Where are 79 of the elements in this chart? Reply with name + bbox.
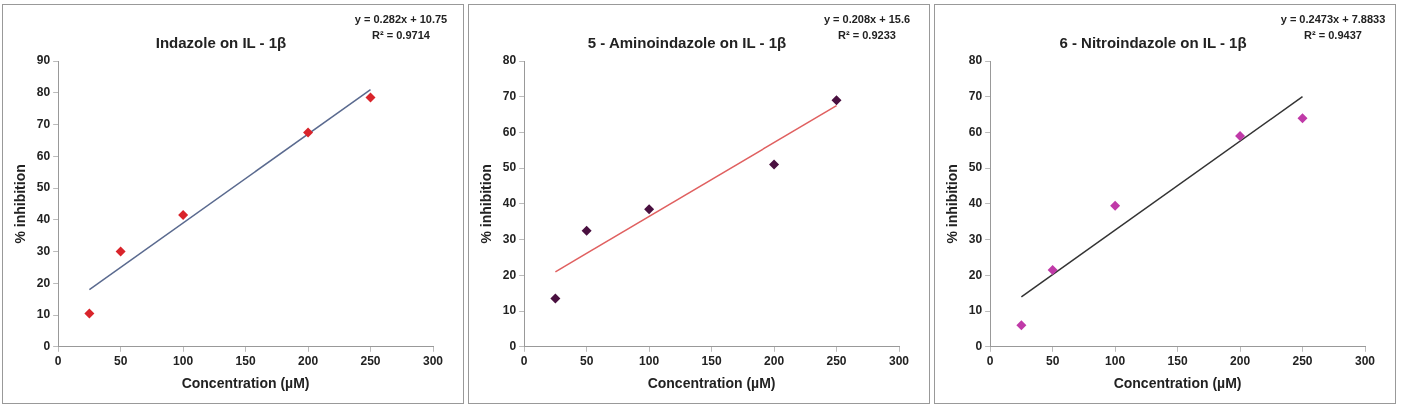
y-tick-label: 0 (975, 339, 983, 354)
x-tick-label: 300 (422, 354, 444, 369)
x-tick-label: 50 (579, 354, 594, 369)
x-tick-label: 200 (298, 354, 319, 369)
x-tick-label: 250 (1292, 354, 1313, 369)
point (1110, 200, 1121, 211)
text: R² = 0.9714 (372, 29, 431, 41)
point (1235, 131, 1246, 142)
y-tick-label: 40 (968, 196, 983, 211)
y-axis-title: % inhibition (478, 164, 495, 244)
y-tick-label: 40 (502, 196, 517, 211)
x-tick-label: 150 (235, 354, 256, 369)
y-tick-label: 70 (968, 89, 983, 104)
point (115, 246, 126, 257)
x-tick-label: 50 (1045, 354, 1060, 369)
y-tick-label: 20 (36, 275, 51, 290)
point (581, 225, 592, 236)
chart-title: 6 - Nitroindazole on IL - 1β (1059, 34, 1247, 52)
y-tick-label: 10 (36, 307, 51, 322)
y-tick-label: 0 (43, 339, 51, 354)
x-tick-label: 200 (764, 354, 785, 369)
point (178, 210, 189, 221)
y-axis-title: % inhibition (944, 164, 961, 244)
point (1297, 113, 1308, 124)
point (1016, 320, 1027, 331)
point (1047, 264, 1058, 275)
y-tick-label: 40 (36, 212, 51, 227)
y-tick-label: 10 (968, 303, 983, 318)
y-tick-label: 90 (36, 53, 51, 68)
y-tick-label: 60 (968, 124, 983, 139)
y-tick-label: 50 (36, 180, 51, 195)
y-tick-label: 0 (509, 339, 517, 354)
x-tick-label: 300 (1354, 354, 1376, 369)
y-tick-label: 30 (968, 231, 983, 246)
y-tick-label: 50 (502, 160, 517, 175)
y-axis-title: % inhibition (12, 164, 29, 244)
point (365, 92, 376, 103)
x-tick-label: 100 (1105, 354, 1126, 369)
y-tick-label: 70 (36, 116, 51, 131)
y-tick-label: 70 (502, 89, 517, 104)
y-tick-label: 60 (36, 148, 51, 163)
text: y = 0.208x + 15.6 (823, 13, 911, 25)
x-tick-label: 150 (701, 354, 722, 369)
x-axis-title: Concentration (µM) (647, 375, 776, 392)
x-tick-label: 0 (54, 354, 62, 369)
chart-title: 5 - Aminoindazole on IL - 1β (587, 34, 787, 52)
x-axis-title: Concentration (µM) (181, 375, 310, 392)
text: y = 0.282x + 10.75 (354, 13, 448, 25)
point (550, 293, 561, 304)
y-tick-label: 30 (502, 231, 517, 246)
x-tick-label: 200 (1230, 354, 1251, 369)
text: R² = 0.9437 (1304, 29, 1362, 41)
x-tick-label: 50 (113, 354, 128, 369)
point (303, 127, 314, 138)
x-tick-label: 150 (1167, 354, 1188, 369)
y-tick-label: 50 (968, 160, 983, 175)
point (769, 159, 780, 170)
y-tick-label: 20 (502, 267, 517, 282)
x-tick-label: 100 (173, 354, 194, 369)
y-tick-label: 10 (502, 303, 517, 318)
y-tick-label: 80 (36, 85, 51, 100)
y-tick-label: 30 (36, 243, 51, 258)
x-tick-label: 250 (360, 354, 381, 369)
x-tick-label: 100 (639, 354, 660, 369)
y-tick-label: 60 (502, 124, 517, 139)
x-tick-label: 300 (888, 354, 910, 369)
y-tick-label: 80 (502, 53, 517, 68)
chart-title: Indazole on IL - 1β (155, 34, 287, 52)
x-tick-label: 0 (986, 354, 994, 369)
y-tick-label: 80 (968, 53, 983, 68)
y-tick-label: 20 (968, 267, 983, 282)
point (831, 95, 842, 106)
point (84, 308, 95, 319)
x-tick-label: 0 (520, 354, 528, 369)
x-axis-title: Concentration (µM) (1113, 375, 1242, 392)
text: R² = 0.9233 (838, 29, 896, 41)
point (644, 204, 655, 215)
x-tick-label: 250 (826, 354, 847, 369)
text: y = 0.2473x + 7.8833 (1280, 13, 1386, 25)
